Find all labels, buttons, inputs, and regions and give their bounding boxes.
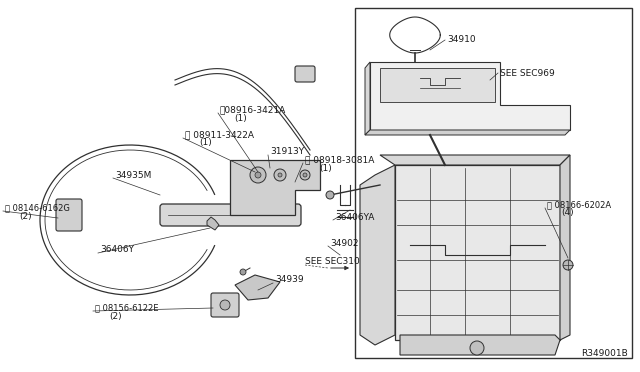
Circle shape <box>278 173 282 177</box>
Polygon shape <box>235 275 280 300</box>
Text: 31913Y: 31913Y <box>270 148 304 157</box>
Circle shape <box>250 167 266 183</box>
Text: Ⓝ 08911-3422A: Ⓝ 08911-3422A <box>185 131 254 140</box>
Text: SEE SEC310: SEE SEC310 <box>305 257 360 266</box>
Text: 34910: 34910 <box>447 35 476 45</box>
Text: 34935M: 34935M <box>115 170 152 180</box>
Text: (2): (2) <box>19 212 31 221</box>
Polygon shape <box>365 130 570 135</box>
Polygon shape <box>395 165 560 340</box>
Text: R349001B: R349001B <box>581 349 628 358</box>
Circle shape <box>300 170 310 180</box>
Circle shape <box>303 173 307 177</box>
Text: Ⓑ 08156-6122E: Ⓑ 08156-6122E <box>95 304 159 312</box>
Text: (1): (1) <box>199 138 212 148</box>
Text: 36406Y: 36406Y <box>100 246 134 254</box>
Polygon shape <box>360 165 395 345</box>
Polygon shape <box>365 62 370 135</box>
Text: 34939: 34939 <box>275 276 303 285</box>
Text: Ⓑ 08166-6202A: Ⓑ 08166-6202A <box>547 201 611 209</box>
Text: (2): (2) <box>109 311 122 321</box>
Text: (1): (1) <box>319 164 332 173</box>
Text: 36406YA: 36406YA <box>335 212 374 221</box>
Circle shape <box>563 260 573 270</box>
Polygon shape <box>207 217 219 230</box>
Circle shape <box>326 191 334 199</box>
Circle shape <box>255 172 261 178</box>
Circle shape <box>240 269 246 275</box>
FancyBboxPatch shape <box>56 199 82 231</box>
Text: SEE SEC969: SEE SEC969 <box>500 68 555 77</box>
FancyBboxPatch shape <box>160 204 301 226</box>
Text: (4): (4) <box>561 208 573 218</box>
FancyBboxPatch shape <box>295 66 315 82</box>
Polygon shape <box>380 68 495 102</box>
Text: 34902: 34902 <box>330 238 358 247</box>
Bar <box>355 8 632 358</box>
Text: Ⓝ 08918-3081A: Ⓝ 08918-3081A <box>305 155 374 164</box>
Circle shape <box>220 300 230 310</box>
Polygon shape <box>400 335 560 355</box>
Polygon shape <box>370 62 570 130</box>
Text: Ⓦ08916-3421A: Ⓦ08916-3421A <box>220 106 286 115</box>
Text: (1): (1) <box>234 113 247 122</box>
Circle shape <box>470 341 484 355</box>
Text: Ⓑ 08146-6162G: Ⓑ 08146-6162G <box>5 203 70 212</box>
Circle shape <box>274 169 286 181</box>
Polygon shape <box>560 155 570 340</box>
FancyBboxPatch shape <box>211 293 239 317</box>
Polygon shape <box>380 155 570 165</box>
Polygon shape <box>230 160 320 215</box>
